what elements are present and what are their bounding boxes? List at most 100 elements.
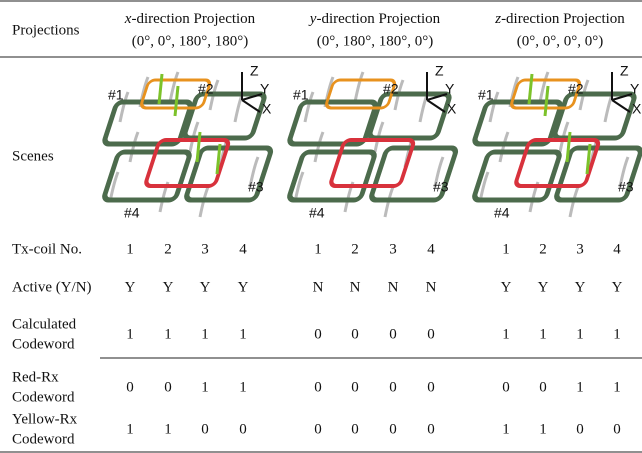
cell: 0 <box>427 326 435 342</box>
row-label: Calculated <box>12 316 77 332</box>
coil <box>184 145 274 203</box>
cell: 1 <box>201 326 209 342</box>
coil-label: #3 <box>618 179 634 195</box>
cell: 1 <box>613 326 621 342</box>
wire <box>528 181 540 213</box>
cell: 0 <box>613 421 621 437</box>
cell: 0 <box>389 421 397 437</box>
coil <box>287 99 378 147</box>
coil-label: #1 <box>108 87 124 103</box>
coil-label: #1 <box>478 87 494 103</box>
cell: N <box>350 279 361 295</box>
axis-label: Y <box>445 81 455 97</box>
projection-label: -direction Projection <box>501 11 625 27</box>
cell: 2 <box>539 241 547 257</box>
coil-label: #4 <box>494 205 510 221</box>
coil <box>140 78 212 110</box>
axis-glyph <box>241 72 263 113</box>
coil <box>329 138 416 188</box>
cell: N <box>313 279 324 295</box>
cell: Y <box>163 279 174 295</box>
cell: 1 <box>539 421 547 437</box>
green-bar <box>173 85 180 117</box>
projection-label: -direction Projection <box>131 11 255 27</box>
cell: 0 <box>502 379 510 395</box>
cell: 1 <box>201 379 209 395</box>
wire <box>128 131 140 163</box>
cell: 0 <box>314 326 322 342</box>
cell: 0 <box>239 421 247 437</box>
cell: 1 <box>239 326 247 342</box>
cell: 0 <box>314 379 322 395</box>
projection-angles: (0°, 0°, 0°, 0°) <box>517 33 603 49</box>
cell: 0 <box>389 379 397 395</box>
wire <box>618 156 630 188</box>
cell: 0 <box>351 421 359 437</box>
row-label: Active (Y/N) <box>12 279 92 295</box>
cell: 1 <box>502 326 510 342</box>
cell: 1 <box>239 379 247 395</box>
cell: N <box>388 279 399 295</box>
projection-title: z-direction Projection <box>494 11 625 27</box>
cell: N <box>426 279 437 295</box>
coil <box>102 99 193 147</box>
coil <box>472 99 563 147</box>
wire <box>158 181 170 213</box>
cell: Y <box>200 279 211 295</box>
green-bar <box>195 131 202 163</box>
coil <box>325 78 397 110</box>
axis-label: Z <box>620 63 629 79</box>
wire <box>538 71 550 103</box>
cell: 0 <box>126 379 134 395</box>
row-label: Tx-coil No. <box>12 241 82 257</box>
axis-label: Z <box>435 63 444 79</box>
axis-label: Y <box>630 81 640 97</box>
cell: 1 <box>314 241 322 257</box>
cell: 4 <box>239 241 247 257</box>
projection-angles: (0°, 180°, 180°, 0°) <box>317 33 433 49</box>
cell: 3 <box>576 241 584 257</box>
green-bar <box>543 85 550 117</box>
cell: Y <box>538 279 549 295</box>
cell: 0 <box>164 379 172 395</box>
coil-label: #2 <box>383 81 399 97</box>
coil <box>510 78 582 110</box>
cell: 1 <box>126 241 134 257</box>
cell: 0 <box>351 379 359 395</box>
axis-glyph <box>426 72 448 113</box>
wire <box>248 156 260 188</box>
projection-axis: x <box>124 11 132 27</box>
green-bar <box>585 143 592 175</box>
cell: Y <box>125 279 136 295</box>
projection-angles: (0°, 0°, 180°, 180°) <box>132 33 248 49</box>
cell: 3 <box>201 241 209 257</box>
axis-label: X <box>632 101 642 117</box>
wire <box>343 181 355 213</box>
cell: 1 <box>576 326 584 342</box>
cell: 0 <box>314 421 322 437</box>
coil-label: #2 <box>568 81 584 97</box>
cell: 1 <box>164 326 172 342</box>
projection-label: -direction Projection <box>316 11 440 27</box>
coil-label: #1 <box>293 87 309 103</box>
axis-label: X <box>447 101 457 117</box>
axis-label: Y <box>260 81 270 97</box>
cell: 1 <box>126 326 134 342</box>
green-bar <box>157 73 164 105</box>
cell: 3 <box>389 241 397 257</box>
coil-label: #4 <box>124 205 140 221</box>
cell: 1 <box>613 379 621 395</box>
projection-axis: z <box>494 11 501 27</box>
row-label: Yellow-Rx <box>12 411 78 427</box>
cell: 0 <box>539 379 547 395</box>
cell: 1 <box>126 421 134 437</box>
axis-glyph <box>611 72 633 113</box>
cell: 1 <box>539 326 547 342</box>
cell: 1 <box>502 421 510 437</box>
cell: 4 <box>613 241 621 257</box>
wire <box>373 121 385 153</box>
wire <box>313 131 325 163</box>
coil <box>554 145 642 203</box>
row-label: Codeword <box>12 336 75 352</box>
